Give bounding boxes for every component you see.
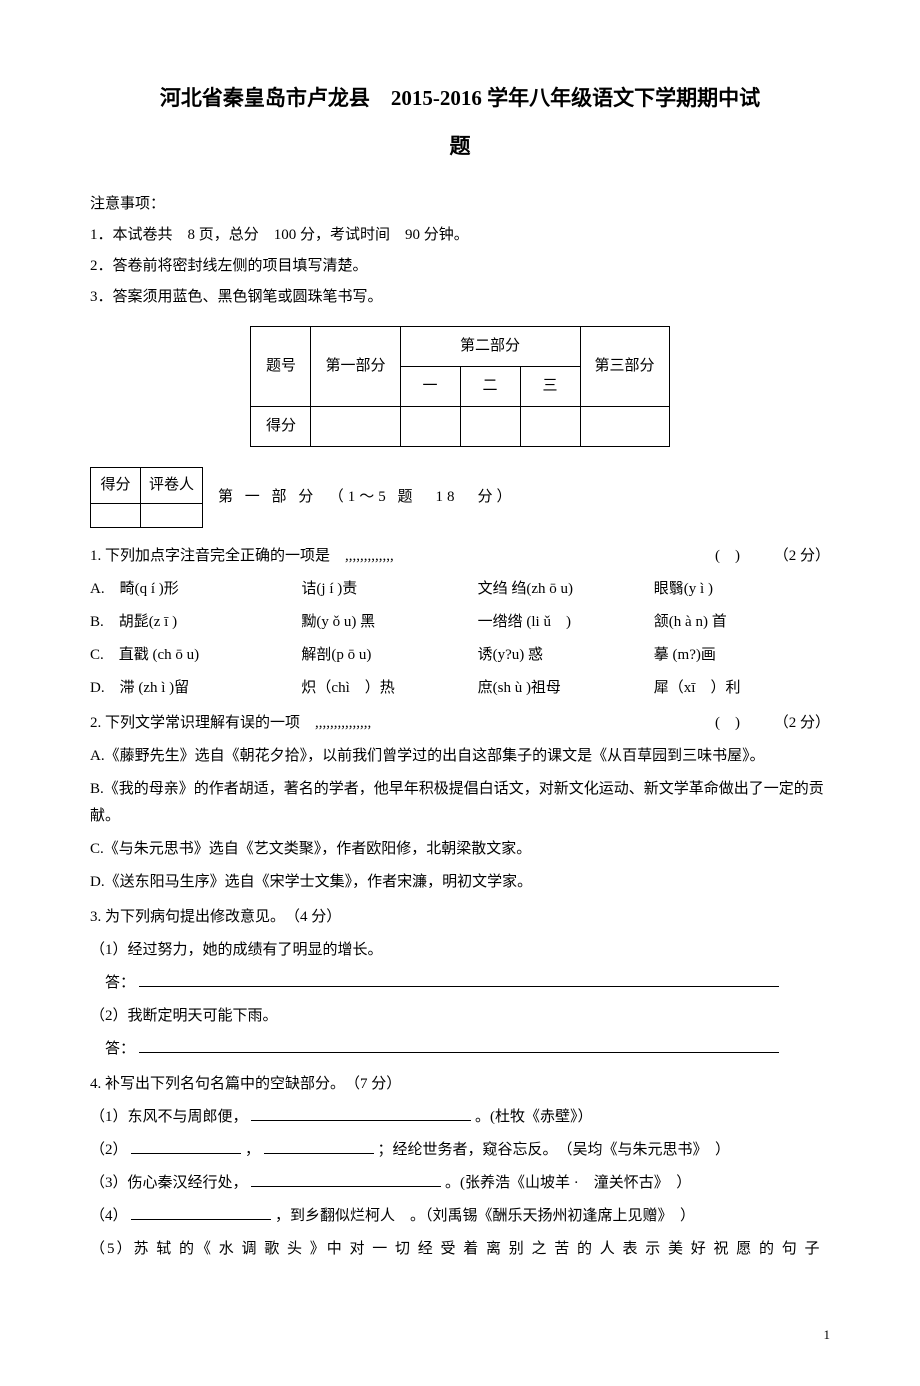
section-1-title: 第 一 部 分 （1～5 题 18 分） <box>218 484 516 511</box>
q2-d: D.《送东阳马生序》选自《宋学士文集》，作者宋濂，明初文学家。 <box>90 869 830 896</box>
score-cell-2 <box>400 406 460 446</box>
score-cell-1 <box>311 406 400 446</box>
q4-line3 <box>251 1186 441 1187</box>
q1-points: （2 分） <box>774 548 830 564</box>
q3-line1 <box>139 986 779 987</box>
score-cell-5 <box>580 406 669 446</box>
q1-b2: 黝(y ǒ u) 黑 <box>301 609 477 636</box>
q4-s5: （5）苏 轼 的《 水 调 歌 头 》中 对 一 切 经 受 着 离 别 之 苦… <box>90 1236 830 1263</box>
grader-blank2 <box>141 503 203 527</box>
score-h4: 第三部分 <box>580 326 669 406</box>
q2-paren: ( ) <box>715 715 740 731</box>
score-cell-4 <box>520 406 580 446</box>
q4-line1 <box>251 1120 471 1121</box>
q3-stem: 3. 为下列病句提出修改意见。 （4 分） <box>90 904 830 931</box>
score-cell-3 <box>460 406 520 446</box>
q2-b: B.《我的母亲》的作者胡适，著名的学者，他早年积极提倡白话文，对新文化运动、新文… <box>90 776 830 830</box>
q3-line2 <box>139 1052 779 1053</box>
q3-ans2: 答： <box>105 1041 135 1057</box>
q1-c3: 诱(y?u) 惑 <box>478 642 654 669</box>
score-h1: 题号 <box>251 326 311 406</box>
grader-table: 得分 评卷人 <box>90 467 203 528</box>
question-4: 4. 补写出下列名句名篇中的空缺部分。 （7 分） （1）东风不与周郎便， 。(… <box>90 1071 830 1263</box>
q4-s3b: 。(张养浩《山坡羊 · 潼关怀古》 ） <box>445 1175 691 1191</box>
q1-a3: 文绉 绉(zh ō u) <box>478 576 654 603</box>
q1-b3: 一绺绺 (li ǔ ) <box>478 609 654 636</box>
q1-c2: 解剖(p ō u) <box>301 642 477 669</box>
section-1-header: 得分 评卷人 第 一 部 分 （1～5 题 18 分） <box>90 467 830 528</box>
q3-ans1: 答： <box>105 975 135 991</box>
grader-c1: 得分 <box>91 467 141 503</box>
q2-points: （2 分） <box>774 715 830 731</box>
q4-line4 <box>131 1219 271 1220</box>
q2-stem: 2. 下列文学常识理解有误的一项 ,,,,,,,,,,,,,,, <box>90 715 371 731</box>
q4-line2a <box>131 1153 241 1154</box>
q1-d3: 庶(sh ù )祖母 <box>478 675 654 702</box>
notice-1: 1．本试卷共 8 页，总分 100 分，考试时间 90 分钟。 <box>90 222 830 249</box>
grader-c2: 评卷人 <box>141 467 203 503</box>
score-h3: 第二部分 <box>400 326 580 366</box>
score-sub2: 二 <box>460 366 520 406</box>
exam-subtitle: 题 <box>90 128 830 166</box>
notice-3: 3．答案须用蓝色、黑色钢笔或圆珠笔书写。 <box>90 284 830 311</box>
q1-a4: 眼翳(y ì ) <box>654 576 830 603</box>
q3-s2: （2）我断定明天可能下雨。 <box>90 1003 830 1030</box>
q2-a: A.《藤野先生》选自《朝花夕拾》，以前我们曾学过的出自这部集子的课文是《从百草园… <box>90 743 830 770</box>
score-h2: 第一部分 <box>311 326 400 406</box>
score-sub1: 一 <box>400 366 460 406</box>
q1-a2: 诘(j í )责 <box>301 576 477 603</box>
score-r2: 得分 <box>251 406 311 446</box>
question-1: 1. 下列加点字注音完全正确的一项是 ,,,,,,,,,,,,, ( ) （2 … <box>90 543 830 702</box>
q1-d4: 犀（xī ）利 <box>654 675 830 702</box>
q1-paren: ( ) <box>715 548 740 564</box>
q4-s2c: ；经纶世务者，窥谷忘反。 （吴均《与朱元思书》 ） <box>378 1142 731 1158</box>
q4-s2a: （2） <box>90 1142 128 1158</box>
notice-header: 注意事项： <box>90 191 830 218</box>
q1-c1: C. 直戳 (ch ō u) <box>90 642 301 669</box>
exam-title: 河北省秦皇岛市卢龙县 2015-2016 学年八年级语文下学期期中试 <box>90 80 830 118</box>
q4-s1b: 。(杜牧《赤壁》） <box>475 1109 593 1125</box>
page-number: 1 <box>90 1323 830 1346</box>
q4-s3a: （3）伤心秦汉经行处， <box>90 1175 248 1191</box>
notice-2: 2．答卷前将密封线左侧的项目填写清楚。 <box>90 253 830 280</box>
score-table: 题号 第一部分 第二部分 第三部分 一 二 三 得分 <box>250 326 669 447</box>
grader-blank1 <box>91 503 141 527</box>
question-2: 2. 下列文学常识理解有误的一项 ,,,,,,,,,,,,,,, ( ) （2 … <box>90 710 830 896</box>
q3-s1: （1）经过努力，她的成绩有了明显的增长。 <box>90 937 830 964</box>
q4-s2b: ， <box>245 1142 260 1158</box>
q1-a1: A. 畸(q í )形 <box>90 576 301 603</box>
q1-c4: 摹 (m?)画 <box>654 642 830 669</box>
q4-s4b: ，到乡翻似烂柯人 。（刘禹锡《酬乐天扬州初逢席上见赠》 ） <box>275 1208 695 1224</box>
q4-stem: 4. 补写出下列名句名篇中的空缺部分。 （7 分） <box>90 1071 830 1098</box>
q1-d2: 炽（chì ）热 <box>301 675 477 702</box>
score-sub3: 三 <box>520 366 580 406</box>
q1-b4: 颔(h à n) 首 <box>654 609 830 636</box>
q1-d1: D. 滞 (zh ì )留 <box>90 675 301 702</box>
q4-s4a: （4） <box>90 1208 128 1224</box>
q1-stem: 1. 下列加点字注音完全正确的一项是 ,,,,,,,,,,,,, <box>90 548 394 564</box>
q2-c: C.《与朱元思书》选自《艺文类聚》，作者欧阳修，北朝梁散文家。 <box>90 836 830 863</box>
q4-s1a: （1）东风不与周郎便， <box>90 1109 248 1125</box>
q1-b1: B. 胡髭(z ī ) <box>90 609 301 636</box>
question-3: 3. 为下列病句提出修改意见。 （4 分） （1）经过努力，她的成绩有了明显的增… <box>90 904 830 1063</box>
q4-line2b <box>264 1153 374 1154</box>
